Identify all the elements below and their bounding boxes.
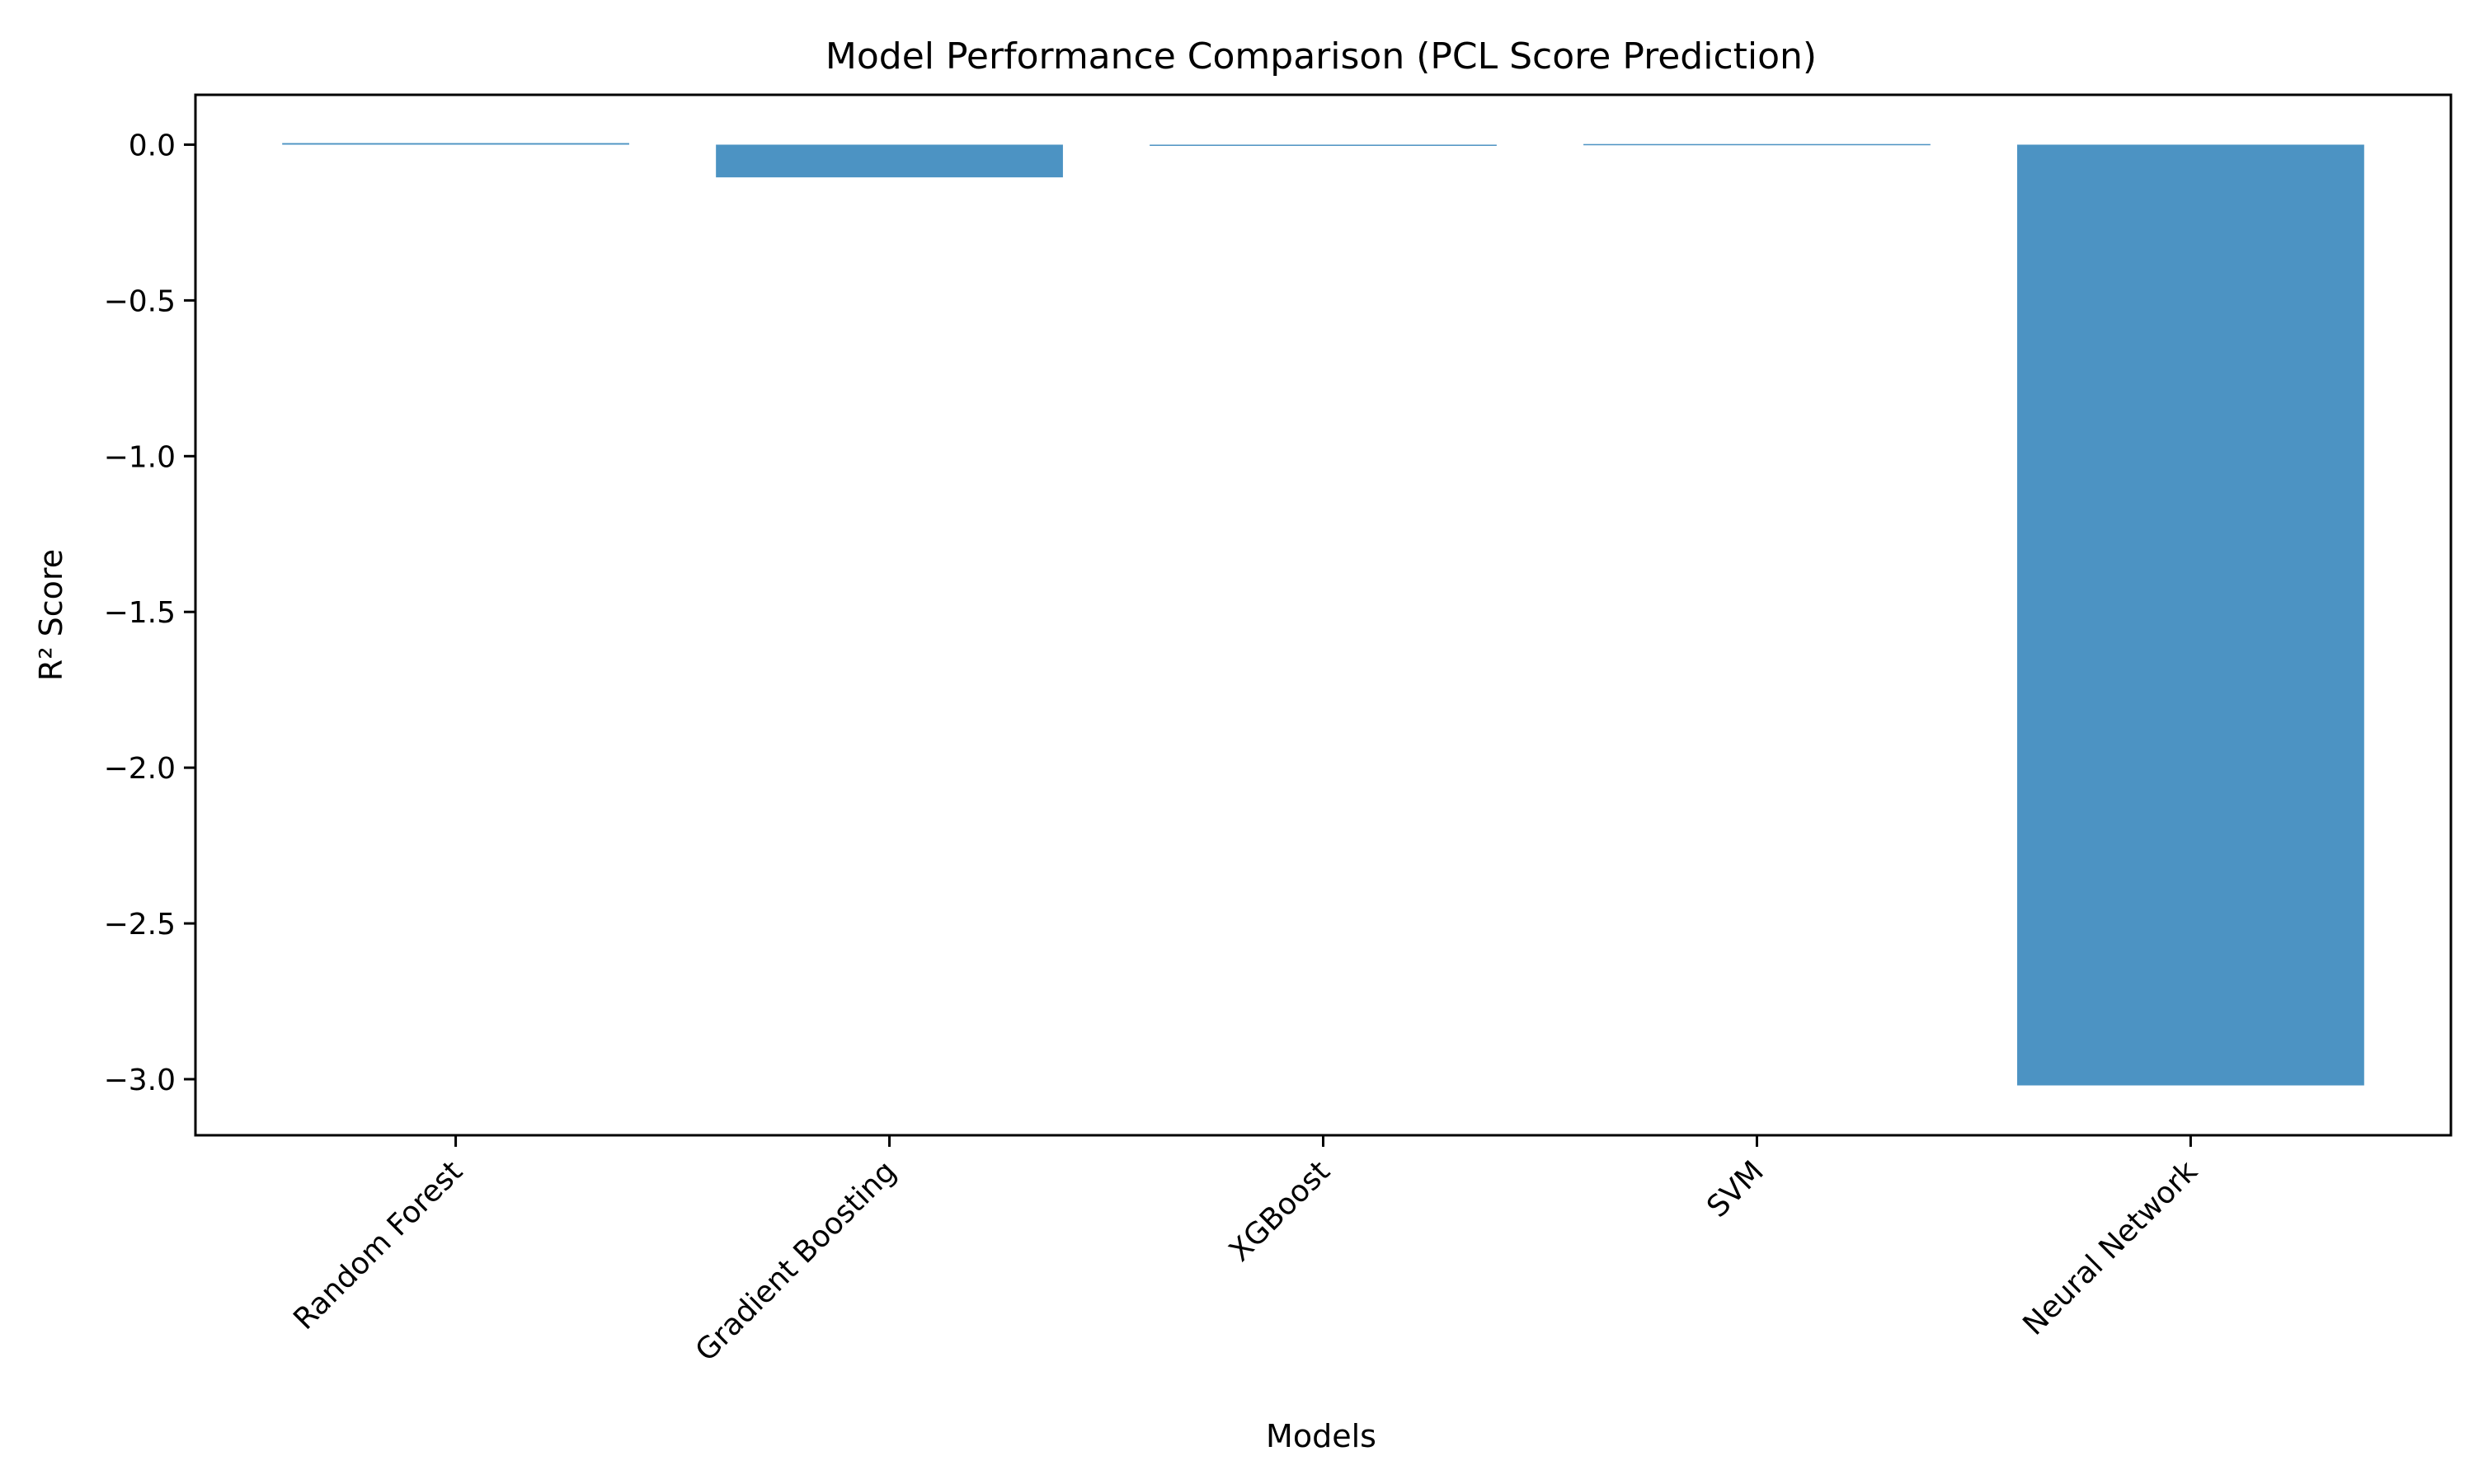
y-tick-label: 0.0	[129, 129, 176, 162]
x-tick-label: Random Forest	[287, 1154, 469, 1336]
plot-frame	[194, 93, 2453, 1137]
x-axis: Random Forest Gradient Boosting XGBoost SVM…	[287, 1135, 2204, 1368]
x-tick-label: Gradient Boosting	[689, 1154, 903, 1368]
y-tick-label: −2.0	[104, 752, 176, 786]
x-tick-label: XGBoost	[1223, 1154, 1337, 1268]
x-tick-label: Neural Network	[2016, 1154, 2204, 1341]
bars-group	[282, 143, 2364, 1086]
bar-xgboost	[1150, 144, 1497, 146]
bar-gradient-boosting	[716, 144, 1063, 178]
y-axis-label: R² Score	[33, 549, 69, 681]
bar-svm	[1583, 143, 1931, 146]
y-axis: 0.0 −0.5 −1.0 −1.5 −2.0 −2.5 −3.0	[104, 129, 195, 1097]
chart-title: Model Performance Comparison (PCL Score …	[825, 35, 1817, 77]
y-tick-label: −1.5	[104, 596, 176, 630]
bar-neural-network	[2017, 144, 2364, 1086]
x-tick-label: SVM	[1700, 1154, 1771, 1224]
y-tick-label: −1.0	[104, 440, 176, 474]
x-axis-label: Models	[1266, 1418, 1376, 1454]
y-tick-label: −0.5	[104, 284, 176, 318]
y-tick-label: −3.0	[104, 1064, 176, 1097]
y-tick-label: −2.5	[104, 908, 176, 942]
bar-random-forest	[282, 143, 629, 145]
